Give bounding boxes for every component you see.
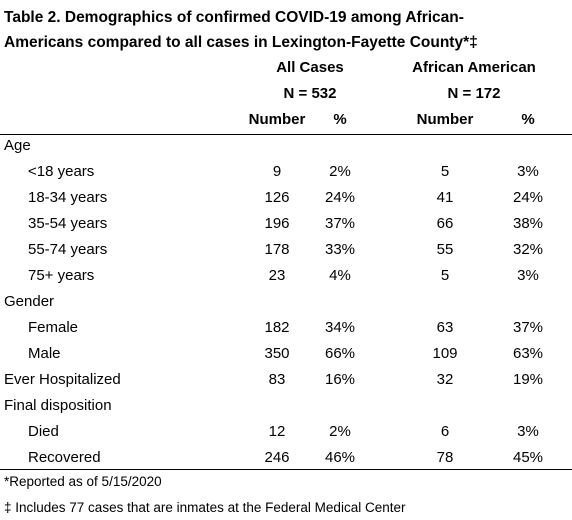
table-title: Table 2. Demographics of confirmed COVID… [4,9,464,26]
cell: 182 [264,319,290,336]
cell: 63 [436,319,454,336]
cell: 45% [512,449,544,466]
group-n: N = 532 [283,85,337,102]
row-label: Recovered [28,449,101,466]
cell: 19% [512,371,544,388]
cell: 38% [512,215,544,232]
cell: 37% [512,319,544,336]
cell: 24% [324,189,356,206]
cell: 16% [324,371,356,388]
footnote: ‡ Includes 77 cases that are inmates at … [4,500,406,515]
cell: 246 [264,449,290,466]
cell: 9 [272,163,282,180]
group-n: N = 172 [447,85,501,102]
cell: 178 [264,241,290,258]
cell: 2% [329,423,351,440]
cell: 32% [512,241,544,258]
column-header: % [521,111,535,128]
cell: 6 [440,423,450,440]
group-header: African American [412,59,536,76]
cell: 109 [432,345,458,362]
section-label: Gender [4,293,55,310]
section-label: Age [4,137,31,154]
cell: 126 [264,189,290,206]
row-label: 55-74 years [28,241,108,258]
group-header: All Cases [276,59,344,76]
table-title: Americans compared to all cases in Lexin… [4,34,478,51]
column-header: % [333,111,347,128]
row-label: 75+ years [28,267,95,284]
cell: 37% [324,215,356,232]
cell: 55 [436,241,454,258]
cell: 5 [440,267,450,284]
cell: 350 [264,345,290,362]
cell: 3% [517,163,539,180]
cell: 34% [324,319,356,336]
cell: 41 [436,189,454,206]
row-label: Female [28,319,79,336]
cell: 33% [324,241,356,258]
section-label: Final disposition [4,397,112,414]
cell: 12 [268,423,286,440]
cell: 2% [329,163,351,180]
cell: 83 [268,371,286,388]
cell: 46% [324,449,356,466]
header-rule [0,134,572,135]
cell: 23 [268,267,286,284]
bottom-rule [0,469,572,470]
row-label: 18-34 years [28,189,108,206]
cell: 66 [436,215,454,232]
row-label: Male [28,345,61,362]
cell: 63% [512,345,544,362]
row-label: Died [28,423,59,440]
cell: 4% [329,267,351,284]
cell: 66% [324,345,356,362]
cell: 196 [264,215,290,232]
cell: 3% [517,423,539,440]
column-header: Number [416,111,474,128]
row-label: 35-54 years [28,215,108,232]
footnote: *Reported as of 5/15/2020 [4,474,162,489]
cell: 3% [517,267,539,284]
cell: 78 [436,449,454,466]
column-header: Number [248,111,306,128]
cell: 5 [440,163,450,180]
cell: 32 [436,371,454,388]
row-label: <18 years [28,163,95,180]
section-label: Ever Hospitalized [4,371,121,388]
cell: 24% [512,189,544,206]
